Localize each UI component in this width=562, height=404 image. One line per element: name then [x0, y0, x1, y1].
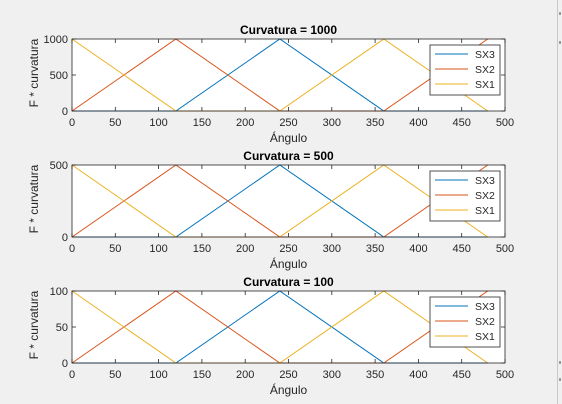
x-tick-label: 100 — [149, 243, 167, 255]
edge-tick-mark — [559, 12, 561, 15]
legend-label: SX2 — [475, 190, 495, 202]
x-tick-label: 200 — [236, 369, 254, 381]
x-tick-label: 0 — [69, 369, 75, 381]
chart-title: Curvatura = 100 — [243, 275, 334, 289]
x-tick-label: 500 — [496, 243, 514, 255]
x-axis-label: Ángulo — [270, 256, 308, 271]
x-axis-label: Ángulo — [270, 130, 308, 145]
y-tick-label: 0 — [62, 106, 68, 118]
legend-label: SX2 — [475, 316, 495, 328]
x-axis-label: Ángulo — [270, 382, 308, 397]
x-tick-label: 300 — [323, 243, 341, 255]
x-tick-label: 150 — [193, 243, 211, 255]
y-axis-label: F * curvatura — [27, 38, 41, 107]
legend-label: SX1 — [475, 331, 495, 343]
chart-title: Curvatura = 1000 — [240, 23, 337, 37]
edge-tick-mark — [559, 361, 561, 364]
y-tick-label: 0 — [62, 232, 68, 244]
x-tick-label: 500 — [496, 117, 514, 129]
y-tick-label: 100 — [50, 286, 68, 298]
x-tick-label: 250 — [279, 117, 297, 129]
window-right-edge — [557, 0, 562, 404]
x-tick-label: 300 — [323, 369, 341, 381]
edge-tick-mark — [559, 378, 561, 381]
legend-label: SX3 — [475, 175, 495, 187]
legend-box — [429, 170, 501, 222]
y-tick-label: 500 — [50, 70, 68, 82]
x-tick-label: 400 — [409, 369, 427, 381]
y-tick-label: 50 — [56, 322, 68, 334]
x-tick-label: 0 — [69, 117, 75, 129]
y-tick-label: 0 — [62, 358, 68, 370]
x-tick-label: 450 — [453, 117, 471, 129]
x-tick-label: 350 — [366, 369, 384, 381]
y-axis-label: F * curvatura — [27, 290, 41, 359]
x-tick-label: 100 — [149, 369, 167, 381]
x-tick-label: 50 — [109, 369, 121, 381]
x-tick-label: 350 — [366, 117, 384, 129]
x-tick-label: 0 — [69, 243, 75, 255]
legend-box — [429, 296, 501, 348]
x-tick-label: 300 — [323, 117, 341, 129]
y-tick-label: 1000 — [44, 34, 68, 46]
x-tick-label: 250 — [279, 243, 297, 255]
legend-box — [429, 44, 501, 96]
legend-label: SX3 — [475, 49, 495, 61]
x-tick-label: 200 — [236, 117, 254, 129]
x-tick-label: 50 — [109, 243, 121, 255]
x-tick-label: 200 — [236, 243, 254, 255]
y-axis-label: F * curvatura — [27, 164, 41, 233]
x-tick-label: 50 — [109, 117, 121, 129]
legend-label: SX2 — [475, 64, 495, 76]
x-tick-label: 400 — [409, 243, 427, 255]
x-tick-label: 250 — [279, 369, 297, 381]
legend-label: SX1 — [475, 79, 495, 91]
x-tick-label: 400 — [409, 117, 427, 129]
edge-tick-mark — [559, 41, 561, 44]
x-tick-label: 450 — [453, 243, 471, 255]
x-tick-label: 500 — [496, 369, 514, 381]
x-tick-label: 150 — [193, 369, 211, 381]
legend-label: SX1 — [475, 205, 495, 217]
legend-label: SX3 — [475, 301, 495, 313]
x-tick-label: 450 — [453, 369, 471, 381]
chart-title: Curvatura = 500 — [243, 149, 334, 163]
x-tick-label: 150 — [193, 117, 211, 129]
x-tick-label: 350 — [366, 243, 384, 255]
x-tick-label: 100 — [149, 117, 167, 129]
y-tick-label: 500 — [50, 160, 68, 172]
